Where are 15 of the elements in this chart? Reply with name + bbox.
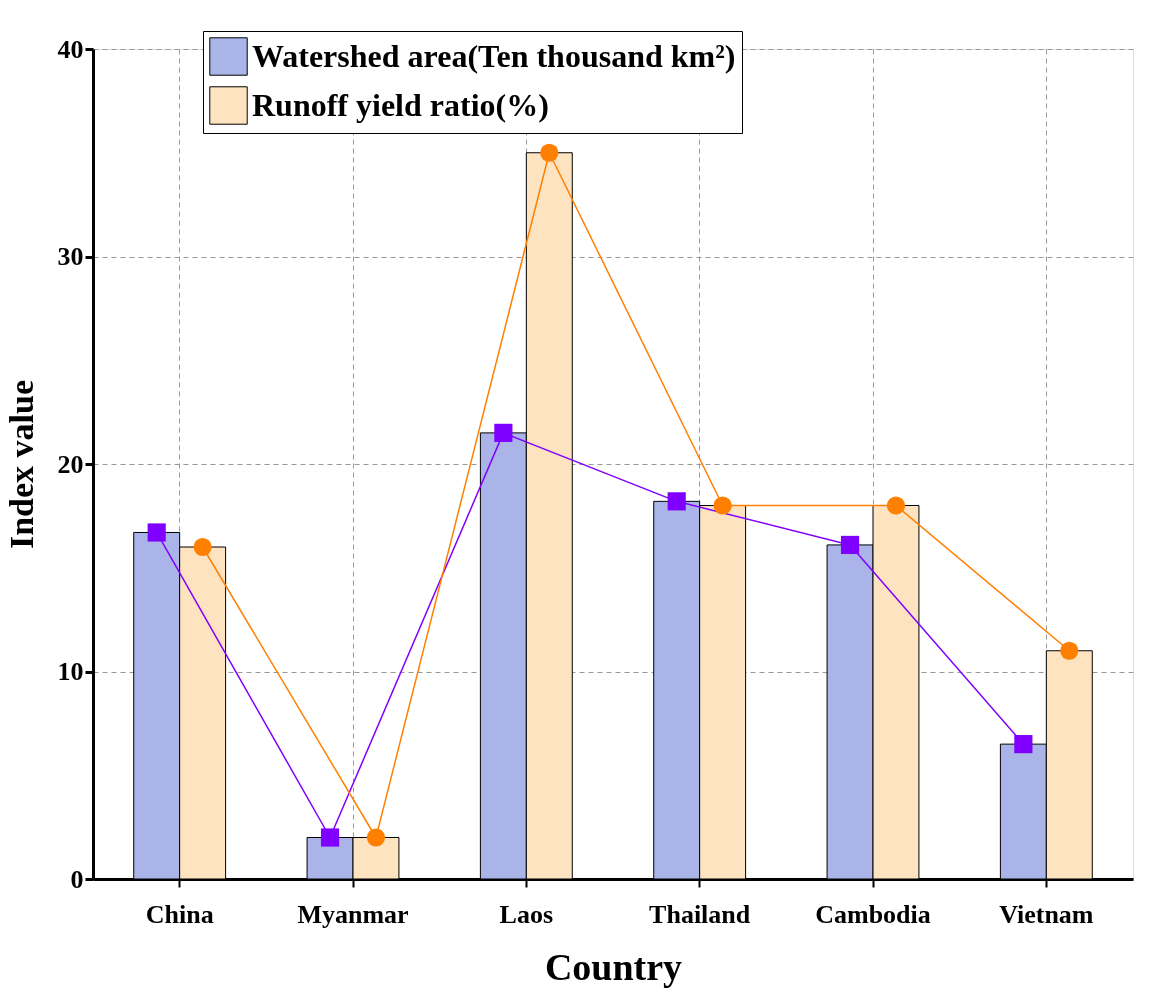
y-tick-label: 40 bbox=[57, 34, 84, 64]
y-tick-label: 30 bbox=[57, 242, 84, 271]
x-tick-label: Laos bbox=[499, 899, 554, 929]
x-tick-label: China bbox=[145, 899, 214, 929]
x-tick-label: Myanmar bbox=[297, 899, 409, 929]
y-tick-label: 20 bbox=[57, 449, 84, 479]
x-tick-label: Thailand bbox=[649, 899, 751, 929]
y-tick-label: 0 bbox=[70, 864, 84, 894]
legend-label: Runoff yield ratio(%) bbox=[252, 86, 549, 123]
y-axis-title: Index value bbox=[2, 379, 40, 550]
x-axis-title: Country bbox=[544, 945, 683, 988]
y-tick-label: 10 bbox=[57, 657, 84, 686]
x-tick-label: Cambodia bbox=[815, 899, 931, 929]
legend-label: Watershed area(Ten thousand km²) bbox=[252, 37, 736, 74]
x-tick-label: Vietnam bbox=[999, 899, 1094, 929]
